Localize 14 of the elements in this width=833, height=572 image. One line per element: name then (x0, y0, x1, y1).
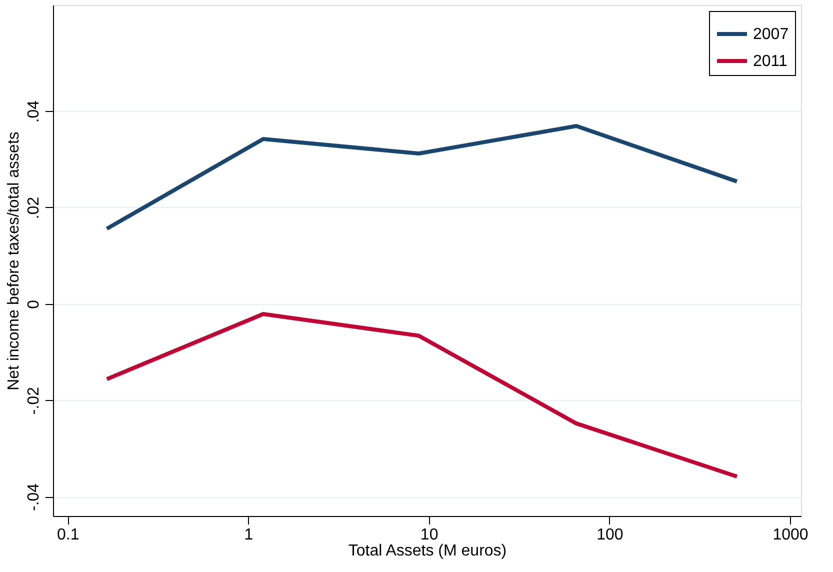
y-tick-label: -.04 (26, 483, 42, 512)
y-tick-label: -.02 (26, 386, 42, 415)
y-tick-label: .02 (26, 196, 42, 220)
legend-label: 2007 (753, 26, 789, 43)
y-tick-label: .04 (26, 100, 42, 123)
y-axis-title: Net income before taxes/total assets (6, 132, 22, 390)
x-tick-label: 1 (244, 526, 254, 544)
x-tick-label: 1000 (772, 526, 808, 544)
y-tick-label: 0 (26, 300, 42, 309)
x-tick-label: 100 (596, 526, 624, 544)
x-tick-label: 10 (420, 526, 438, 544)
x-tick-label: 0.1 (56, 526, 80, 544)
legend-label: 2011 (753, 53, 788, 70)
x-axis-title: Total Assets (M euros) (348, 542, 507, 560)
